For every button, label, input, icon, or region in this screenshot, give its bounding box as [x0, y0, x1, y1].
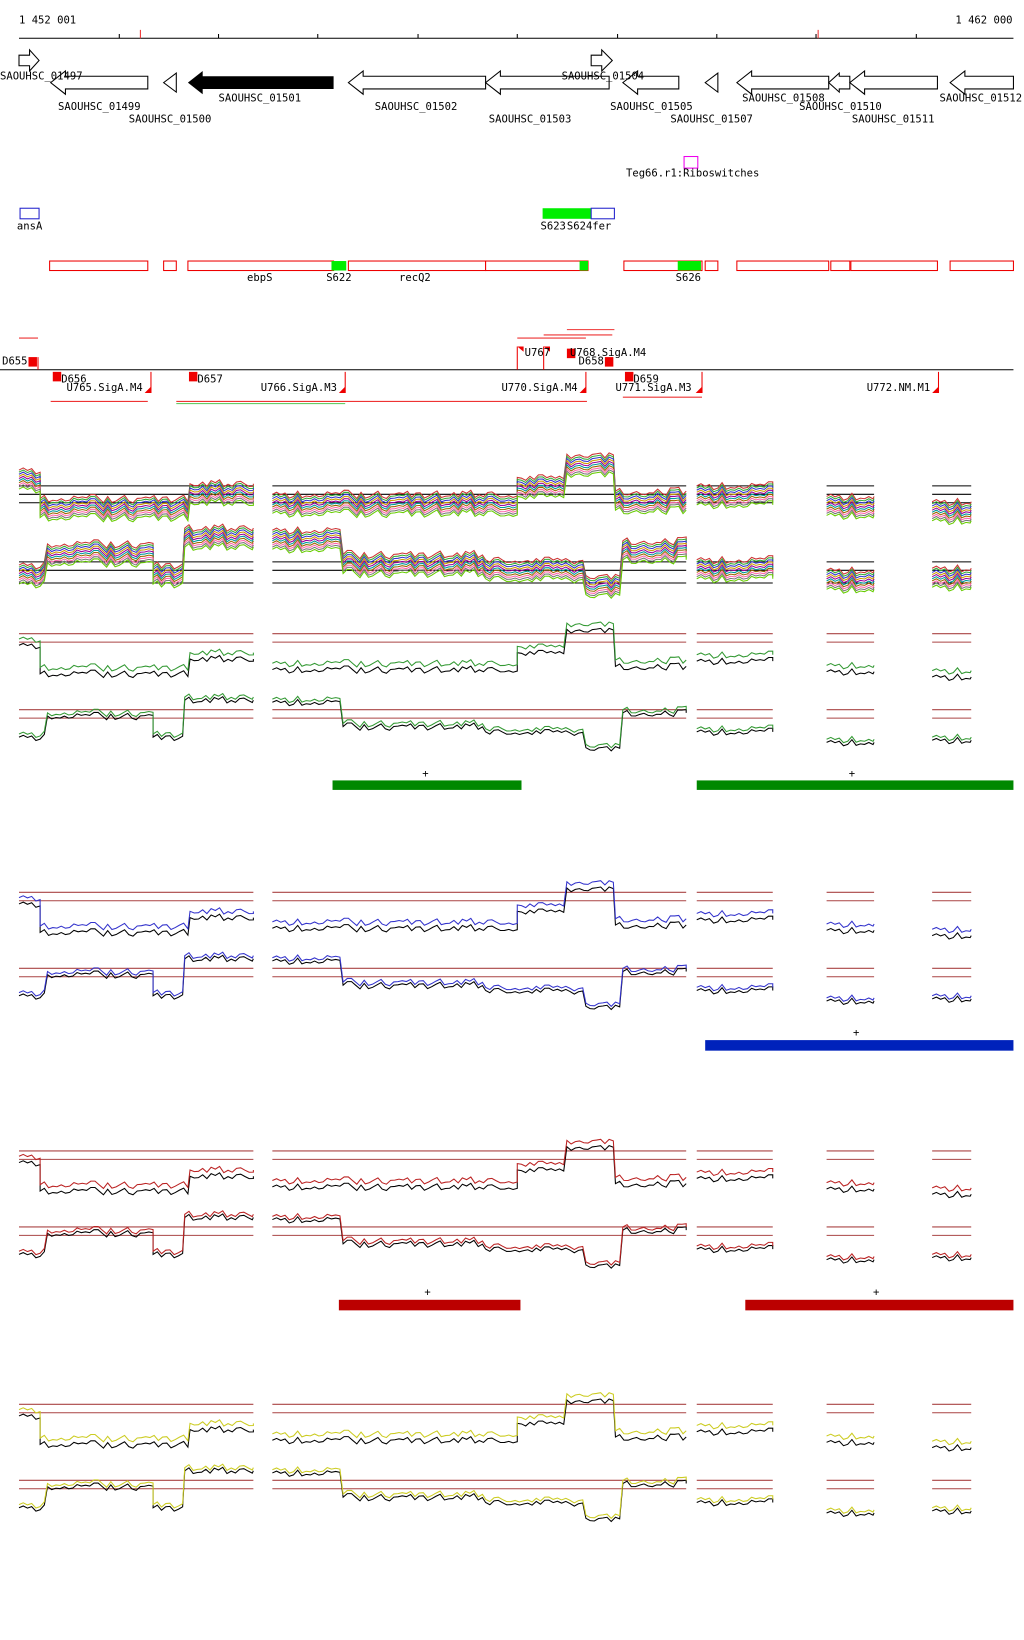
strand-mark: + — [422, 768, 428, 780]
trace — [18, 460, 972, 515]
trace — [18, 538, 972, 595]
trace — [18, 531, 972, 589]
gene-label: SAOUHSC_01500 — [129, 114, 212, 126]
trace — [18, 471, 972, 526]
gene-label: SAOUHSC_01497 — [0, 70, 83, 82]
trace — [18, 695, 972, 752]
promoter-label: D655 — [2, 355, 27, 367]
promoter-label: U772.NM.M1 — [867, 382, 931, 394]
trace — [18, 533, 972, 591]
start-coord: 1 452 001 — [19, 14, 76, 26]
end-coord: 1 462 000 — [955, 14, 1012, 26]
promoter-label: U770.SigA.M4 — [501, 382, 577, 394]
feature-label: ansA — [17, 220, 43, 232]
gene-label: SAOUHSC_01499 — [58, 101, 141, 113]
promoter-label: U771.SigA.M3 — [615, 382, 691, 394]
ruler: 1 452 001 1 462 000 — [19, 14, 1014, 39]
trace — [18, 951, 972, 1008]
strand-mark: + — [849, 768, 855, 780]
trace — [18, 1213, 972, 1269]
riboswitch: Teg66.r1:Riboswitches — [626, 155, 759, 180]
trace — [18, 627, 972, 681]
trace — [18, 525, 972, 583]
trace — [18, 1145, 972, 1199]
trace — [18, 886, 972, 940]
trace — [18, 527, 972, 585]
trace — [18, 462, 972, 517]
promoter-label: D659 — [633, 373, 658, 385]
genes: SAOUHSC_01497 SAOUHSC_01499 SAOUHSC_0150… — [0, 48, 1023, 126]
gene-label: SAOUHSC_01502 — [375, 101, 458, 113]
gene-label: SAOUHSC_01505 — [610, 101, 693, 113]
trace — [18, 1392, 972, 1446]
strand-mark: + — [873, 1287, 879, 1299]
trace — [18, 540, 972, 597]
feature-label: fer — [592, 220, 611, 232]
strand-bars: + + + + + — [332, 768, 1014, 1311]
promoter-label: D657 — [197, 373, 222, 385]
strand-mark: + — [853, 1027, 859, 1039]
trace — [18, 454, 972, 509]
promoter-label: D658 — [579, 355, 604, 367]
promoter-label: U766.SigA.M3 — [261, 382, 337, 394]
promoter-label: D656 — [61, 373, 86, 385]
gene-label: SAOUHSC_01511 — [852, 114, 935, 126]
trace — [18, 529, 972, 587]
feature-label: recQ2 — [399, 272, 431, 284]
trace — [18, 458, 972, 513]
trace — [18, 1398, 972, 1452]
feature-label: S626 — [676, 272, 701, 284]
promoter-label: U767 — [525, 347, 550, 359]
trace — [18, 1466, 972, 1523]
trace — [18, 523, 972, 581]
trace — [18, 469, 972, 524]
gene-label: SAOUHSC_01512 — [940, 93, 1023, 105]
promoter-label: U765.SigA.M4 — [67, 382, 143, 394]
gene-label: SAOUHSC_01504 — [562, 70, 645, 82]
expression-tracks — [18, 452, 972, 1523]
trace — [18, 467, 972, 521]
gene-label: SAOUHSC_01503 — [489, 114, 572, 126]
trace — [18, 880, 972, 934]
feature-label: ebpS — [247, 272, 272, 284]
feature-label: S623 — [541, 220, 566, 232]
promoter-label: U768.SigA.M4 — [570, 347, 646, 359]
trace — [18, 1463, 972, 1520]
promoters: D655 D656 U765.SigA.M4 D657 U766.SigA.M3… — [0, 329, 1014, 405]
riboswitch-label: Teg66.r1:Riboswitches — [626, 168, 759, 180]
trace — [18, 1210, 972, 1266]
trace — [18, 542, 972, 600]
gene-label: SAOUHSC_01501 — [219, 93, 302, 105]
feature-label: S622 — [326, 272, 351, 284]
feature-label: S624 — [567, 220, 592, 232]
trace — [18, 452, 972, 507]
trace — [18, 954, 972, 1011]
trace — [18, 1138, 972, 1192]
trace — [18, 456, 972, 511]
trace — [18, 464, 972, 519]
gene-label: SAOUHSC_01507 — [670, 114, 753, 126]
trace — [18, 621, 972, 675]
strand-mark: + — [424, 1287, 430, 1299]
features: ansA S623 S624 fer ebpS S622 recQ2 S626 — [17, 207, 1014, 284]
trace — [18, 692, 972, 749]
trace — [18, 536, 972, 593]
gene-label: SAOUHSC_01508 — [742, 93, 825, 105]
gene-label: SAOUHSC_01510 — [799, 101, 882, 113]
